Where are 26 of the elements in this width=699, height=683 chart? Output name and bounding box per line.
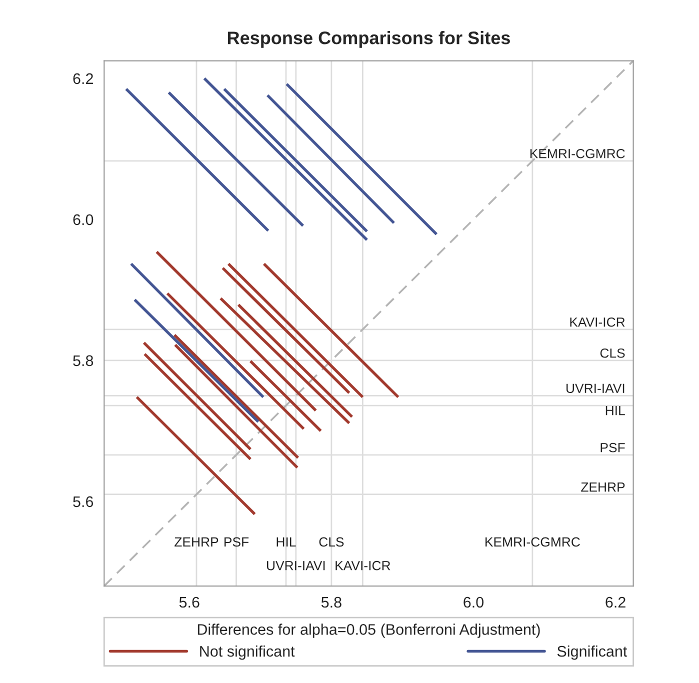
legend-label: Not significant (200, 646, 295, 660)
ref-line-label: KAVI-ICR (570, 317, 625, 327)
x-tick-label: 6.0 (464, 596, 484, 608)
ref-line-label: KEMRI-CGMRC (530, 148, 625, 158)
ref-line-label: CLS (319, 537, 344, 547)
ref-line-label: HIL (606, 406, 625, 416)
legend-title: Differences for alpha=0.05 (Bonferroni Adjustment) (198, 624, 540, 638)
y-tick-label: 6.0 (73, 214, 94, 226)
ref-line-label: KEMRI-CGMRC (486, 537, 580, 547)
ref-line-label: ZEHRP (174, 537, 218, 547)
ref-line-label: KAVI-ICR (336, 560, 390, 570)
ref-line-label: PSF (224, 537, 249, 547)
y-tick-label: 5.8 (73, 355, 94, 366)
chart-title: Response Comparisons for Sites (228, 31, 510, 48)
x-tick-label: 6.2 (606, 596, 626, 608)
y-tick-label: 5.6 (73, 496, 94, 508)
ref-line-label: PSF (600, 442, 625, 452)
ref-line-label: CLS (600, 348, 625, 358)
ref-line-label: HIL (276, 537, 296, 547)
ref-line-label: UVRI-IAVI (267, 561, 325, 570)
y-tick-label: 6.2 (73, 73, 93, 84)
ref-line-label: UVRI-IAVI (566, 384, 624, 394)
legend-label: Significant (557, 646, 628, 660)
ref-line-label: ZEHRP (581, 482, 625, 492)
x-tick-label: 5.8 (321, 596, 342, 608)
x-tick-label: 5.6 (179, 596, 200, 608)
